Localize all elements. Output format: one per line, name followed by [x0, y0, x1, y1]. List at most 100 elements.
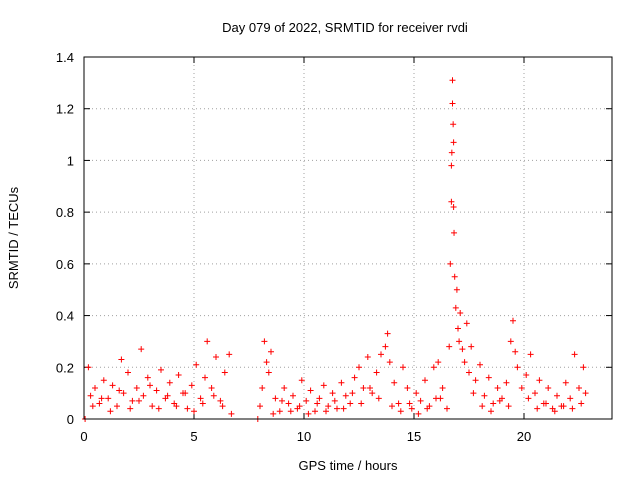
data-point [567, 395, 574, 402]
data-point [514, 364, 521, 371]
data-point [450, 121, 457, 128]
data-point [485, 374, 492, 381]
data-point [562, 379, 569, 386]
data-point [303, 397, 310, 404]
data-point [272, 395, 279, 402]
data-point [182, 390, 189, 397]
data-point [334, 405, 340, 412]
data-point [512, 348, 519, 355]
data-point [208, 384, 215, 391]
data-point [523, 372, 530, 379]
chart-title: Day 079 of 2022, SRMTID for receiver rvd… [222, 20, 468, 35]
data-point [373, 369, 380, 376]
data-point [191, 408, 197, 415]
data-point [219, 403, 226, 410]
data-point [138, 346, 145, 353]
data-point [307, 387, 314, 394]
data-point [389, 403, 395, 410]
data-point [144, 374, 151, 381]
data-point [338, 379, 345, 386]
data-point [202, 374, 208, 381]
data-point [463, 320, 470, 327]
data-point [259, 384, 266, 391]
data-point [364, 353, 371, 360]
data-point [367, 384, 373, 391]
data-point [466, 369, 472, 376]
data-point [105, 395, 112, 402]
data-point [263, 359, 270, 366]
data-point [430, 364, 437, 371]
x-tick-label: 5 [190, 429, 197, 444]
x-tick-label: 10 [297, 429, 311, 444]
data-point [391, 379, 398, 386]
data-point [226, 351, 233, 358]
data-point [451, 273, 458, 280]
data-point [155, 405, 162, 412]
data-point [153, 387, 160, 394]
data-point [435, 359, 442, 366]
data-point [448, 198, 455, 205]
data-point [210, 392, 217, 399]
x-axis-label: GPS time / hours [299, 458, 398, 473]
data-point [461, 359, 468, 366]
data-point [100, 377, 107, 384]
data-point [347, 400, 354, 407]
data-point [413, 390, 420, 397]
data-point [543, 400, 549, 407]
data-point [325, 403, 332, 410]
data-point [551, 408, 558, 415]
data-point [166, 379, 173, 386]
data-point [281, 384, 288, 391]
data-point [424, 405, 431, 412]
y-tick-label: 0.4 [56, 309, 74, 324]
data-point [472, 377, 479, 384]
data-point [329, 390, 336, 397]
data-point [534, 405, 541, 412]
data-point [129, 397, 136, 404]
data-point [580, 364, 587, 371]
data-point [578, 400, 585, 407]
data-point [382, 343, 389, 350]
data-point [527, 351, 534, 358]
data-point [450, 203, 457, 210]
data-point [314, 400, 321, 407]
data-point [569, 405, 576, 412]
data-point [92, 384, 98, 391]
data-point [479, 403, 486, 410]
data-point [457, 309, 464, 316]
x-tick-label: 15 [407, 429, 421, 444]
data-point [488, 408, 494, 415]
data-point [331, 397, 338, 404]
data-point [518, 384, 525, 391]
data-point [175, 372, 182, 379]
data-point [147, 382, 153, 389]
data-point [477, 361, 483, 368]
data-point [481, 392, 488, 399]
data-point [158, 366, 164, 373]
data-point [554, 392, 560, 399]
data-point [470, 390, 477, 397]
y-tick-label: 1.4 [56, 50, 74, 65]
data-point [85, 364, 92, 371]
data-point [298, 377, 305, 384]
y-tick-label: 0 [67, 412, 74, 427]
data-point [349, 390, 356, 397]
data-point [188, 382, 195, 389]
data-point [228, 410, 235, 417]
plot-frame [83, 56, 613, 420]
data-point [468, 343, 475, 350]
data-point [448, 162, 455, 169]
data-point [455, 325, 461, 332]
data-point [505, 403, 512, 410]
data-point [408, 405, 415, 412]
data-point [323, 408, 329, 415]
data-point [496, 397, 503, 404]
data-point [503, 379, 510, 386]
data-point [316, 395, 323, 402]
data-point [109, 382, 116, 389]
y-tick-label: 0.6 [56, 257, 74, 272]
x-tick-label: 0 [80, 429, 87, 444]
data-points [82, 77, 589, 422]
data-point [276, 408, 283, 415]
data-point [261, 338, 268, 345]
